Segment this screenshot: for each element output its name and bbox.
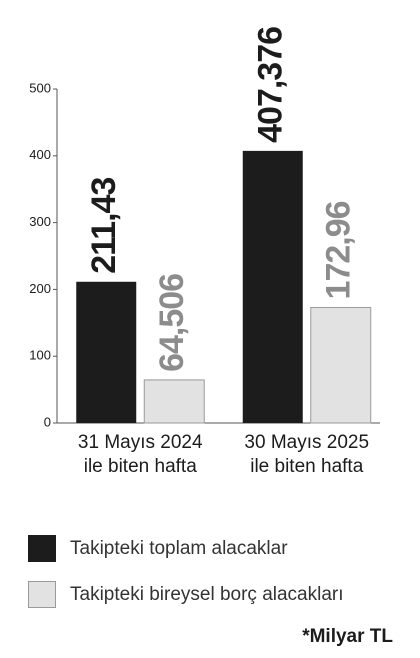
value-label: 407,376 bbox=[252, 27, 290, 143]
y-tick-label: 200 bbox=[29, 281, 51, 296]
y-tick-label: 500 bbox=[29, 80, 51, 95]
legend-label: Takipteki bireysel borç alacakları bbox=[70, 584, 344, 605]
legend-swatch bbox=[28, 581, 56, 608]
bar bbox=[242, 150, 303, 423]
bar bbox=[143, 379, 205, 424]
footnote: *Milyar TL bbox=[302, 626, 393, 647]
x-tick-label: 30 Mayıs 2025 ile biten hafta bbox=[244, 432, 370, 477]
legend-swatch bbox=[28, 535, 56, 562]
y-tick-label: 0 bbox=[44, 414, 51, 429]
y-tick-label: 400 bbox=[29, 147, 51, 162]
bar bbox=[310, 306, 372, 424]
value-label: 64,506 bbox=[153, 274, 191, 372]
bar bbox=[76, 281, 137, 423]
y-tick-label: 100 bbox=[29, 348, 51, 363]
value-label: 172,96 bbox=[320, 201, 358, 299]
y-tick-label: 300 bbox=[29, 214, 51, 229]
value-label: 211,43 bbox=[85, 178, 123, 274]
legend-label: Takipteki toplam alacaklar bbox=[70, 538, 288, 559]
x-tick-label: 31 Mayıs 2024 ile biten hafta bbox=[77, 432, 203, 477]
